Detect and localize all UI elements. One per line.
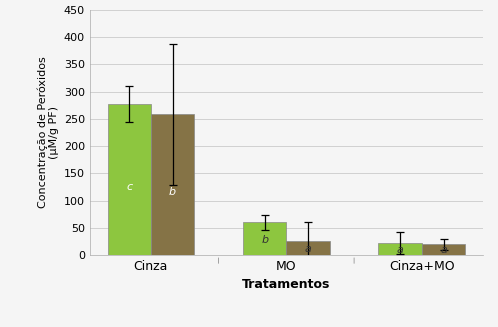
Y-axis label: Concentração de Peróxidos
(μM/g PF): Concentração de Peróxidos (μM/g PF): [37, 57, 59, 208]
Bar: [378, 243, 422, 255]
Bar: [151, 114, 194, 255]
Text: a: a: [440, 245, 447, 255]
Text: a: a: [305, 244, 311, 254]
Text: c: c: [126, 182, 132, 192]
Bar: [108, 104, 151, 255]
Text: a: a: [397, 245, 403, 255]
Bar: [243, 222, 286, 255]
X-axis label: Tratamentos: Tratamentos: [242, 279, 331, 291]
Text: b: b: [261, 235, 268, 245]
Bar: [286, 241, 330, 255]
Text: b: b: [169, 187, 176, 197]
Bar: [422, 244, 465, 255]
